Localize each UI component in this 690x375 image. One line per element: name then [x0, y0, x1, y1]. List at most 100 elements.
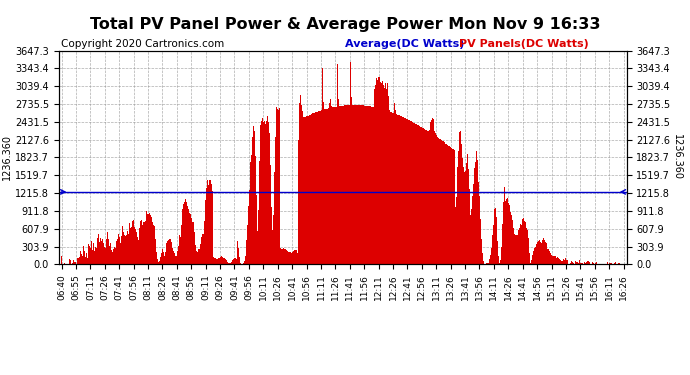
Bar: [339, 106, 341, 264]
Bar: [293, 251, 294, 264]
Bar: [225, 259, 226, 264]
Bar: [186, 202, 187, 264]
Bar: [164, 255, 165, 264]
Bar: [575, 262, 577, 264]
Bar: [349, 105, 351, 264]
Bar: [324, 110, 325, 264]
Bar: [246, 240, 248, 264]
Bar: [546, 243, 547, 264]
Bar: [161, 254, 162, 264]
Bar: [526, 228, 527, 264]
Bar: [533, 251, 534, 264]
Bar: [344, 105, 346, 264]
Bar: [468, 169, 469, 264]
Bar: [444, 143, 446, 264]
Bar: [580, 263, 582, 264]
Bar: [212, 191, 213, 264]
Bar: [86, 253, 88, 264]
Bar: [239, 262, 241, 264]
Bar: [523, 217, 524, 264]
Bar: [282, 249, 284, 264]
Bar: [368, 106, 370, 264]
Bar: [379, 77, 380, 264]
Bar: [251, 154, 253, 264]
Bar: [332, 107, 333, 264]
Bar: [110, 250, 112, 264]
Bar: [220, 256, 221, 264]
Bar: [353, 105, 354, 264]
Bar: [299, 103, 300, 264]
Bar: [64, 262, 65, 264]
Bar: [249, 190, 250, 264]
Bar: [168, 240, 169, 264]
Bar: [585, 263, 586, 264]
Bar: [400, 116, 401, 264]
Bar: [134, 227, 135, 264]
Bar: [418, 125, 420, 264]
Bar: [498, 256, 499, 264]
Bar: [195, 245, 196, 264]
Bar: [330, 99, 331, 264]
Bar: [402, 117, 403, 264]
Bar: [284, 249, 286, 264]
Bar: [424, 129, 425, 264]
Bar: [556, 258, 557, 264]
Bar: [125, 236, 126, 264]
Bar: [231, 262, 232, 264]
Bar: [336, 106, 337, 264]
Bar: [435, 133, 436, 264]
Bar: [440, 140, 441, 264]
Bar: [155, 240, 156, 264]
Bar: [554, 256, 555, 264]
Bar: [471, 209, 472, 264]
Bar: [454, 150, 455, 264]
Bar: [436, 135, 437, 264]
Bar: [152, 222, 153, 264]
Bar: [348, 105, 349, 264]
Bar: [95, 248, 96, 264]
Bar: [107, 232, 108, 264]
Bar: [477, 168, 478, 264]
Bar: [177, 246, 179, 264]
Bar: [553, 256, 554, 264]
Bar: [342, 106, 343, 264]
Bar: [571, 261, 572, 264]
Bar: [357, 105, 358, 264]
Bar: [92, 250, 93, 264]
Y-axis label: 1236.360: 1236.360: [671, 135, 682, 180]
Bar: [230, 263, 231, 264]
Bar: [303, 117, 304, 264]
Bar: [560, 260, 561, 264]
Bar: [552, 255, 553, 264]
Text: Total PV Panel Power & Average Power Mon Nov 9 16:33: Total PV Panel Power & Average Power Mon…: [90, 17, 600, 32]
Bar: [544, 244, 546, 264]
Bar: [174, 254, 175, 264]
Bar: [535, 244, 537, 264]
Bar: [516, 235, 518, 264]
Bar: [258, 210, 259, 264]
Bar: [370, 106, 371, 264]
Bar: [133, 220, 134, 264]
Bar: [493, 225, 494, 264]
Bar: [135, 229, 136, 264]
Bar: [392, 112, 393, 264]
Bar: [377, 87, 379, 264]
Bar: [101, 241, 102, 264]
Bar: [372, 107, 373, 264]
Bar: [130, 228, 131, 264]
Bar: [210, 184, 212, 264]
Bar: [361, 105, 362, 264]
Bar: [204, 222, 205, 264]
Bar: [428, 132, 429, 264]
Bar: [188, 209, 189, 264]
Bar: [170, 239, 171, 264]
Bar: [497, 241, 498, 264]
Bar: [102, 238, 103, 264]
Bar: [486, 263, 487, 264]
Bar: [447, 145, 448, 264]
Bar: [582, 263, 583, 264]
Bar: [126, 235, 127, 264]
Bar: [457, 167, 458, 264]
Bar: [176, 256, 177, 264]
Bar: [492, 235, 493, 264]
